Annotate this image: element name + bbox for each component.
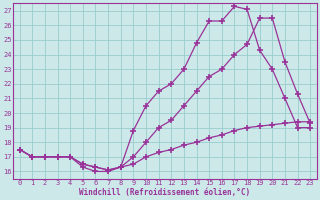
X-axis label: Windchill (Refroidissement éolien,°C): Windchill (Refroidissement éolien,°C) [79, 188, 251, 197]
